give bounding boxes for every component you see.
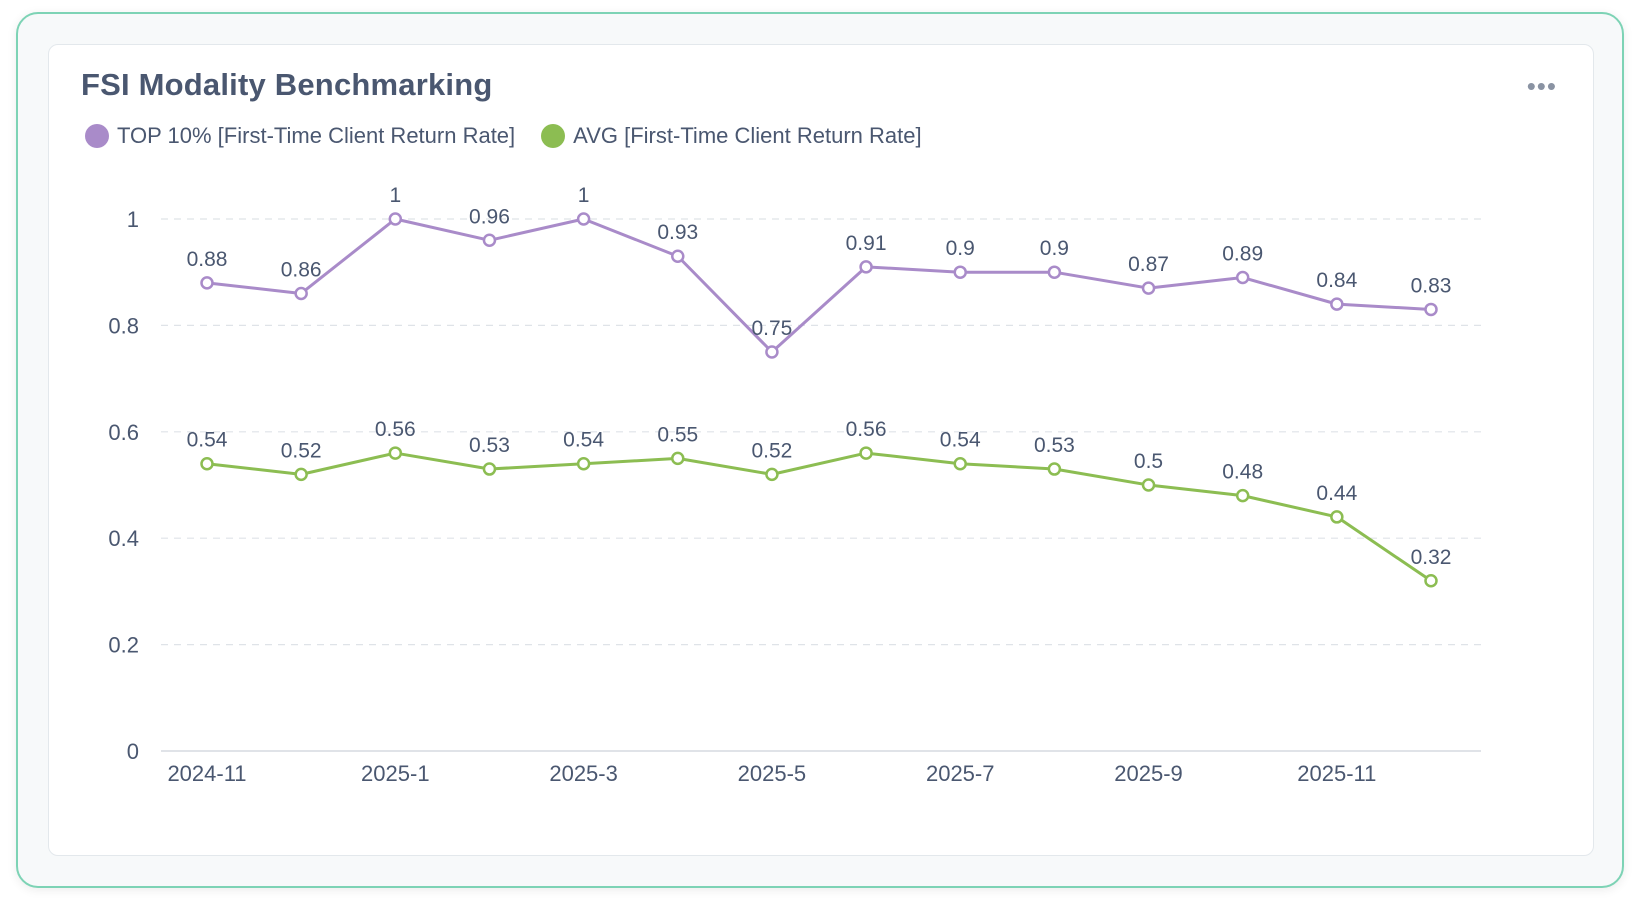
data-label: 0.52	[751, 439, 792, 462]
data-label: 0.87	[1128, 253, 1169, 276]
x-tick-label: 2025-7	[926, 761, 995, 786]
y-tick-label: 1	[127, 207, 139, 232]
data-point	[294, 286, 308, 301]
data-label: 0.56	[846, 418, 887, 441]
data-label: 0.52	[281, 439, 322, 462]
data-point	[765, 467, 779, 482]
data-label: 0.54	[563, 429, 604, 452]
data-label: 0.93	[657, 221, 698, 244]
data-label: 0.54	[940, 429, 981, 452]
data-label: 0.32	[1411, 546, 1452, 569]
x-tick-label: 2025-9	[1114, 761, 1183, 786]
y-tick-label: 0.4	[108, 526, 139, 551]
legend-swatch-avg	[541, 124, 566, 148]
data-point	[859, 446, 873, 460]
data-label: 0.9	[1040, 237, 1069, 260]
data-point	[671, 249, 685, 263]
data-point	[1047, 265, 1062, 279]
data-label: 0.9	[946, 237, 975, 260]
data-point	[388, 212, 403, 226]
data-point	[1330, 510, 1344, 524]
chart-card: FSI Modality Benchmarking ••• TOP 10% [F…	[48, 44, 1594, 856]
data-label: 0.53	[469, 434, 510, 457]
data-point	[200, 276, 214, 290]
legend-item-avg[interactable]: AVG [First-Time Client Return Rate]	[541, 123, 922, 149]
data-label: 0.75	[751, 317, 792, 340]
data-label: 1	[578, 184, 590, 207]
data-point	[1424, 574, 1438, 588]
data-label: 0.56	[375, 418, 416, 441]
line-chart: 0 0.2 0.4 0.6 0.8 1 2024-11 2025-1 2025-3 2025-5 2…	[108, 184, 1481, 786]
y-tick-label: 0.6	[108, 420, 139, 445]
y-tick-label: 0.2	[108, 633, 139, 658]
data-point	[1330, 297, 1344, 311]
data-label: 0.91	[846, 232, 887, 255]
data-label: 0.48	[1222, 461, 1263, 484]
data-point	[1047, 462, 1062, 476]
legend-label-avg: AVG [First-Time Client Return Rate]	[573, 123, 922, 148]
data-point	[576, 212, 591, 226]
data-label: 0.55	[657, 423, 698, 446]
data-point	[765, 345, 779, 359]
data-label: 1	[389, 184, 401, 207]
data-point	[671, 451, 685, 466]
series-line-avg	[205, 451, 1433, 583]
legend-item-top10[interactable]: TOP 10% [First-Time Client Return Rate]	[85, 123, 515, 149]
data-label: 0.44	[1316, 482, 1357, 505]
data-label: 0.53	[1034, 434, 1075, 457]
data-point	[482, 462, 497, 476]
legend-swatch-top10	[85, 124, 109, 148]
y-tick-label: 0.8	[108, 313, 139, 338]
data-label: 0.89	[1222, 243, 1263, 266]
data-point	[294, 467, 308, 482]
data-point	[1235, 488, 1250, 503]
x-tick-label: 2025-1	[361, 761, 430, 786]
data-point	[1141, 281, 1156, 295]
series-line-top10	[205, 217, 1433, 354]
data-point	[1235, 270, 1250, 285]
x-tick-label: 2024-11	[167, 761, 246, 786]
data-point	[482, 233, 497, 248]
x-tick-label: 2025-11	[1297, 761, 1376, 786]
data-point	[859, 260, 873, 274]
data-label: 0.5	[1134, 450, 1163, 473]
data-label: 0.54	[187, 429, 228, 452]
x-tick-label: 2025-3	[549, 761, 618, 786]
dashboard-frame: FSI Modality Benchmarking ••• TOP 10% [F…	[16, 12, 1624, 888]
x-tick-label: 2025-5	[738, 761, 807, 786]
data-point	[576, 456, 591, 471]
more-options-icon[interactable]: •••	[1526, 71, 1557, 101]
chart-legend: TOP 10% [First-Time Client Return Rate] …	[85, 123, 948, 149]
data-point	[388, 446, 403, 460]
data-point	[953, 265, 967, 279]
legend-label-top10: TOP 10% [First-Time Client Return Rate]	[117, 123, 516, 148]
data-label: 0.84	[1316, 269, 1357, 292]
data-label: 0.96	[469, 205, 510, 228]
data-point	[1424, 302, 1438, 317]
data-label: 0.88	[187, 248, 228, 271]
data-point	[1141, 478, 1156, 492]
y-tick-label: 0	[127, 739, 139, 764]
data-label: 0.86	[281, 258, 322, 281]
chart-title: FSI Modality Benchmarking	[81, 67, 493, 102]
data-point	[953, 456, 967, 471]
data-point	[200, 456, 214, 471]
data-label: 0.83	[1411, 274, 1452, 297]
